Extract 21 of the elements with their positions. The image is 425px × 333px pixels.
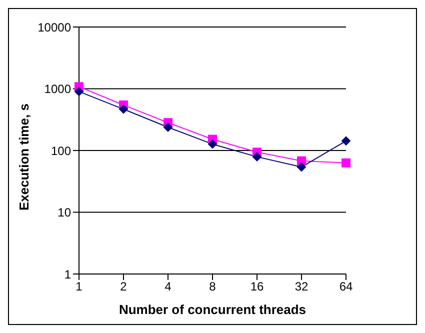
x-axis-title: Number of concurrent threads xyxy=(118,302,306,317)
x-tick-label: 32 xyxy=(294,280,308,294)
y-tick-label: 100 xyxy=(50,144,72,158)
x-tick-label: 16 xyxy=(250,280,264,294)
x-tick-label: 8 xyxy=(209,280,216,294)
point xyxy=(252,152,262,162)
y-axis-title: Execution time, s xyxy=(16,104,32,210)
x-tick-label: 64 xyxy=(339,280,353,294)
y-tick-label: 10000 xyxy=(38,20,72,34)
x-tick-label: 2 xyxy=(120,280,128,294)
point xyxy=(208,140,217,149)
point xyxy=(342,158,350,168)
point xyxy=(297,162,306,172)
point xyxy=(164,122,172,132)
point xyxy=(119,104,128,114)
y-tick-label: 1 xyxy=(64,267,72,282)
point xyxy=(342,136,350,146)
x-tick-label: 1 xyxy=(76,280,83,294)
x-tick-label: 4 xyxy=(164,280,172,294)
y-tick-label: 10 xyxy=(58,206,72,220)
y-tick-label: 1000 xyxy=(44,82,72,96)
